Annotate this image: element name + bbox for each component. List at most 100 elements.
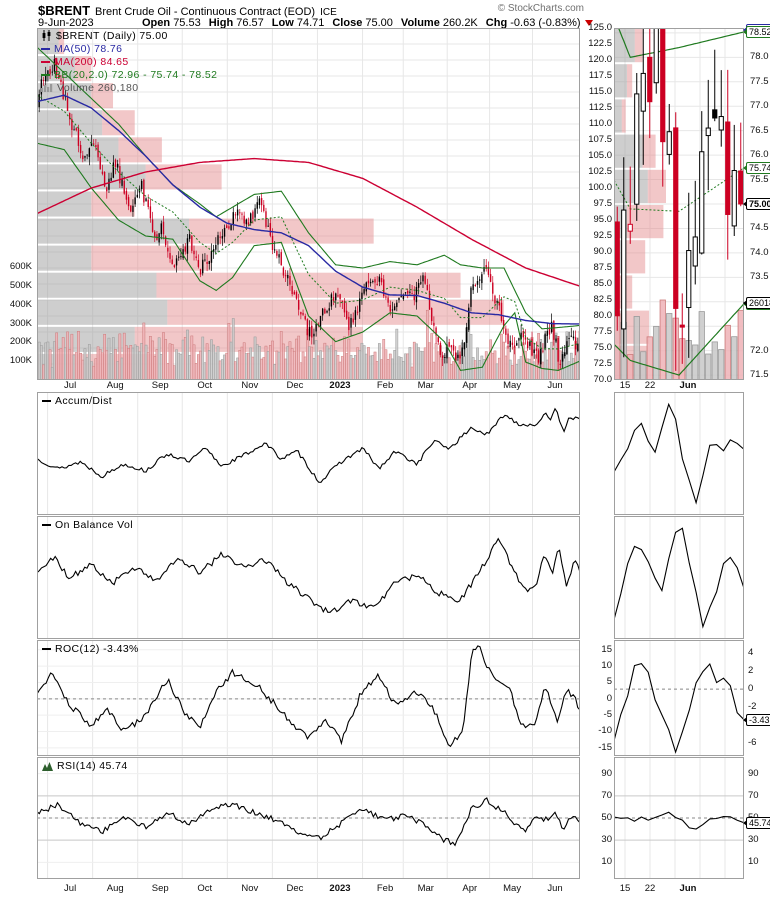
callout--3.43: -3.43 bbox=[743, 713, 770, 726]
price-axis-tick: 75.0 bbox=[593, 342, 613, 353]
month-label: Feb bbox=[376, 883, 394, 894]
chart-header: $BRENT Brent Crude Oil - Continuous Contr… bbox=[38, 3, 337, 18]
legend-ma50-row: MA(50) 78.76 bbox=[41, 42, 217, 55]
obv-label-row: On Balance Vol bbox=[42, 519, 133, 531]
month-label: Aug bbox=[106, 883, 124, 894]
obv-label: On Balance Vol bbox=[55, 519, 133, 531]
month-label: Jul bbox=[64, 380, 77, 391]
price-axis-tick: 72.5 bbox=[593, 358, 613, 369]
price-axis-tick: 117.5 bbox=[588, 70, 612, 81]
price-axis-tick: 105.0 bbox=[588, 150, 612, 161]
month-label: Sep bbox=[151, 883, 169, 894]
copyright-link[interactable]: © StockCharts.com bbox=[497, 3, 584, 14]
accdist-label: Accum/Dist bbox=[55, 395, 113, 407]
price-axis-tick: 77.5 bbox=[593, 326, 613, 337]
low-label: Low bbox=[271, 17, 294, 29]
open-value: 75.53 bbox=[173, 17, 201, 29]
price-axis-tick: 90.0 bbox=[593, 246, 613, 257]
volume-axis-tick: 400K bbox=[9, 298, 32, 310]
change-down-icon bbox=[584, 20, 593, 26]
m-roc-tick: -6 bbox=[748, 736, 757, 748]
m-roc-tick: -2 bbox=[748, 700, 757, 712]
month-label: Dec bbox=[286, 883, 304, 894]
month-label: Jun bbox=[547, 883, 563, 894]
p-rsi-tick: 90 bbox=[601, 767, 612, 779]
month-label: Mar bbox=[417, 380, 434, 391]
m-roc-tick: 4 bbox=[748, 647, 754, 659]
symbol: $BRENT bbox=[38, 3, 91, 18]
volume-label: Volume bbox=[400, 17, 440, 29]
price-axis-tick: 70.0 bbox=[593, 374, 613, 385]
volume-axis-tick: 200K bbox=[9, 336, 32, 348]
p-rsi-tick: 30 bbox=[601, 834, 612, 846]
high-label: High bbox=[208, 17, 234, 29]
price-axis-tick: 80.0 bbox=[593, 310, 613, 321]
legend-symbol: $BRENT (Daily) 75.00 bbox=[56, 29, 168, 42]
main-price-chart bbox=[37, 28, 580, 380]
p-roc-tick: -5 bbox=[603, 709, 612, 721]
mini-price-chart bbox=[614, 28, 744, 380]
accdist-label-row: Accum/Dist bbox=[42, 395, 112, 407]
price-axis-tick: 122.5 bbox=[588, 38, 612, 49]
mini-price-axis-tick: 78.0 bbox=[750, 51, 769, 63]
volume-axis-tick: 500K bbox=[9, 279, 32, 291]
m-roc-tick: 0 bbox=[748, 683, 754, 695]
price-axis-tick: 115.0 bbox=[588, 86, 612, 97]
accdist-mini-chart bbox=[614, 392, 744, 515]
bb-line-icon bbox=[41, 73, 50, 76]
rsi-chart bbox=[37, 757, 580, 879]
callout-75.74: 75.74 bbox=[743, 161, 770, 174]
price-axis-tick: 125.0 bbox=[588, 22, 612, 33]
volume-axis-tick: 300K bbox=[9, 317, 32, 329]
legend-ma200-row: MA(200) 84.65 bbox=[41, 55, 217, 68]
mini-x-label: 22 bbox=[644, 883, 656, 894]
callout-75.00: 75.00 bbox=[743, 198, 770, 210]
legend-volume-row: Volume 260,180 bbox=[41, 81, 217, 94]
p-roc-tick: 0 bbox=[606, 692, 612, 704]
high-value: 76.57 bbox=[236, 17, 264, 29]
price-axis-tick: 120.0 bbox=[588, 54, 612, 65]
open-label: Open bbox=[142, 17, 171, 29]
price-axis-tick: 112.5 bbox=[588, 102, 612, 113]
month-label: Jul bbox=[64, 883, 77, 894]
ma200-line-icon bbox=[41, 60, 50, 63]
p-roc-tick: -10 bbox=[598, 725, 612, 737]
month-label: 2023 bbox=[329, 380, 351, 391]
legend-ma50: MA(50) 78.76 bbox=[54, 42, 123, 55]
mini-x-label: Jun bbox=[679, 883, 697, 894]
chg-value: -0.63 (-0.83%) bbox=[510, 17, 581, 29]
mini-x-label: 15 bbox=[619, 380, 631, 391]
month-label: Mar bbox=[417, 883, 434, 894]
mini-price-axis-tick: 74.0 bbox=[750, 246, 769, 258]
mini-price-axis-tick: 74.5 bbox=[750, 222, 769, 234]
mini-price-axis-tick: 71.5 bbox=[750, 369, 769, 381]
m-roc-tick: 2 bbox=[748, 665, 754, 677]
quote-line: 9-Jun-2023 Open 75.53 High 76.57 Low 74.71 C… bbox=[38, 17, 593, 29]
roc-mini-chart bbox=[614, 640, 744, 756]
month-label: Nov bbox=[241, 883, 259, 894]
obv-line-icon bbox=[42, 524, 51, 526]
month-label: Apr bbox=[462, 883, 478, 894]
close-value: 75.00 bbox=[365, 17, 393, 29]
m-rsi-tick: 70 bbox=[748, 789, 759, 801]
volume-axis-tick: 600K bbox=[9, 261, 32, 273]
candlestick-icon bbox=[42, 30, 51, 41]
close-label: Close bbox=[332, 17, 363, 29]
month-label: Aug bbox=[106, 380, 124, 391]
month-label: Jun bbox=[547, 380, 563, 391]
quote-date: 9-Jun-2023 bbox=[38, 17, 94, 29]
p-roc-tick: 5 bbox=[606, 676, 612, 688]
obv-chart bbox=[37, 516, 580, 639]
mini-price-axis-tick: 72.0 bbox=[750, 344, 769, 356]
volume-axis-tick: 100K bbox=[9, 355, 32, 367]
mini-x-label: 15 bbox=[619, 883, 631, 894]
p-roc-tick: -15 bbox=[598, 741, 612, 753]
volume-value: 260.2K bbox=[442, 17, 478, 29]
rsi-label-row: RSI(14) 45.74 bbox=[42, 760, 128, 772]
roc-line-icon bbox=[42, 648, 51, 650]
p-rsi-tick: 50 bbox=[601, 812, 612, 823]
price-axis-tick: 82.5 bbox=[593, 294, 613, 305]
callout-45.74: 45.74 bbox=[743, 816, 770, 829]
price-axis-tick: 85.0 bbox=[593, 278, 613, 289]
